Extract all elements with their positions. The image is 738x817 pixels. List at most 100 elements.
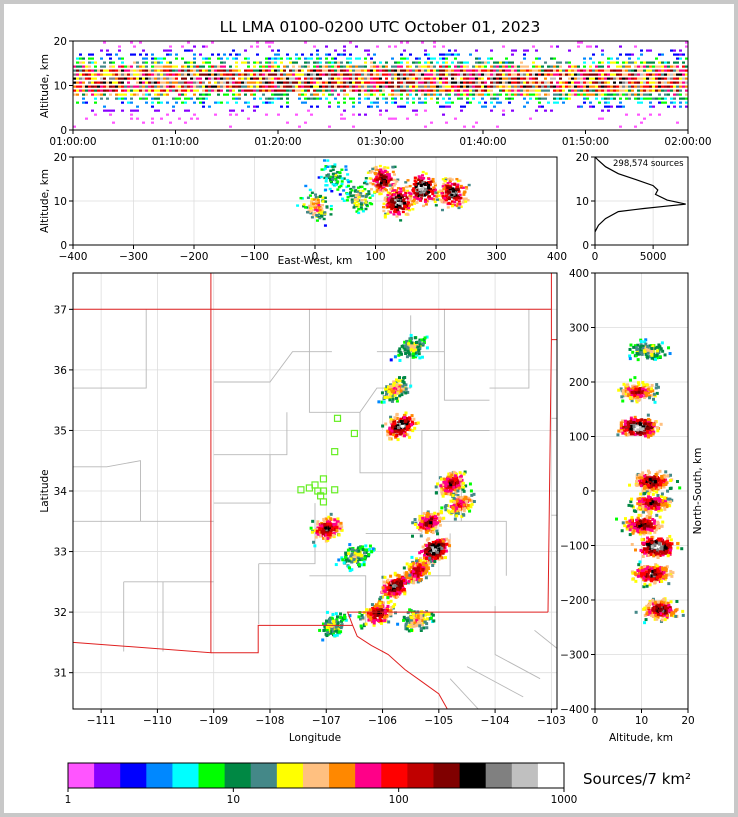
east-west-density-cell (419, 199, 423, 202)
time-density-cell (454, 85, 457, 88)
time-density-cell (511, 89, 514, 92)
time-density-cell (439, 57, 442, 60)
time-density-cell (235, 85, 238, 88)
time-density-cell (364, 61, 367, 64)
plan-density-cell (402, 434, 406, 438)
time-density-cell (331, 85, 334, 88)
time-density-cell (262, 65, 265, 68)
time-density-cell (457, 61, 460, 64)
time-density-cell (115, 85, 118, 88)
east-west-density-cell (432, 198, 436, 201)
time-density-cell (616, 81, 619, 84)
time-density-cell (100, 77, 103, 80)
time-density-cell (526, 81, 529, 84)
east-west-density-cell (395, 215, 399, 218)
time-density-cell (247, 69, 250, 72)
time-density-cell (418, 65, 421, 68)
plan-density-cell (439, 484, 443, 488)
time-density-cell (370, 61, 373, 64)
time-density-cell (349, 65, 352, 68)
east-west-density-cell (409, 195, 413, 198)
time-density-cell (403, 57, 406, 60)
plan-density-cell (403, 348, 407, 352)
time-density-cell (79, 73, 82, 76)
time-density-cell (166, 65, 169, 68)
time-density-cell (388, 73, 391, 76)
time-density-cell (535, 69, 538, 72)
time-density-cell (526, 49, 529, 52)
plan-density-cell (434, 485, 438, 489)
east-west-density-cell (334, 179, 338, 182)
time-density-cell (274, 57, 277, 60)
time-density-cell (166, 53, 169, 56)
east-west-density-cell (357, 208, 361, 211)
time-density-cell (139, 69, 142, 72)
plan-density-cell (405, 576, 409, 580)
east-west-x-tick-label: −300 (119, 251, 148, 263)
plan-density-cell (419, 561, 423, 565)
time-density-cell (271, 101, 274, 104)
time-density-cell (148, 89, 151, 92)
east-west-density-cell (430, 190, 434, 193)
time-density-cell (253, 69, 256, 72)
time-density-cell (553, 89, 556, 92)
time-density-cell (487, 77, 490, 80)
east-west-density-cell (393, 189, 397, 192)
time-density-cell (220, 85, 223, 88)
time-density-cell (241, 81, 244, 84)
time-density-cell (349, 89, 352, 92)
east-west-density-cell (322, 168, 326, 171)
time-density-cell (595, 45, 598, 48)
time-density-cell (127, 69, 130, 72)
time-density-cell (391, 65, 394, 68)
time-density-cell (157, 93, 160, 96)
time-density-cell (595, 81, 598, 84)
time-density-cell (466, 85, 469, 88)
time-density-cell (361, 81, 364, 84)
plan-density-cell (402, 414, 406, 418)
time-density-cell (319, 89, 322, 92)
time-density-cell (208, 61, 211, 64)
time-density-cell (574, 69, 577, 72)
time-density-cell (88, 65, 91, 68)
time-density-cell (193, 81, 196, 84)
county-border (449, 678, 479, 710)
east-west-density-cell (320, 204, 324, 207)
time-density-cell (559, 97, 562, 100)
time-density-cell (103, 81, 106, 84)
plan-density-cell (392, 380, 396, 384)
time-density-cell (367, 85, 370, 88)
east-west-density-cell (316, 198, 320, 202)
time-density-cell (496, 85, 499, 88)
time-density-cell (196, 81, 199, 84)
time-density-cell (358, 77, 361, 80)
east-west-density-cell (407, 200, 411, 204)
time-density-cell (496, 73, 499, 76)
east-west-density-cell (314, 193, 318, 196)
time-density-cell (457, 65, 460, 68)
time-density-cell (583, 93, 586, 96)
time-density-cell (349, 85, 352, 88)
time-density-cell (319, 97, 322, 100)
time-density-cell (550, 85, 553, 88)
time-density-cell (130, 85, 133, 88)
time-density-cell (382, 65, 385, 68)
plan-density-cell (438, 553, 442, 557)
time-density-cell (502, 113, 505, 116)
time-density-cell (85, 81, 88, 84)
plan-density-cell (349, 555, 353, 559)
plan-density-cell (443, 505, 447, 509)
east-west-density-cell (310, 200, 314, 203)
time-density-cell (406, 93, 409, 96)
time-density-cell (499, 89, 502, 92)
plan-density-cell (416, 343, 420, 347)
time-density-cell (589, 57, 592, 60)
time-density-cell (562, 85, 565, 88)
time-density-cell (88, 85, 91, 88)
time-density-cell (343, 101, 346, 104)
east-west-density-cell (385, 173, 389, 176)
time-density-cell (679, 53, 682, 56)
time-density-cell (328, 61, 331, 64)
time-density-cell (445, 121, 448, 124)
time-density-cell (640, 101, 643, 104)
